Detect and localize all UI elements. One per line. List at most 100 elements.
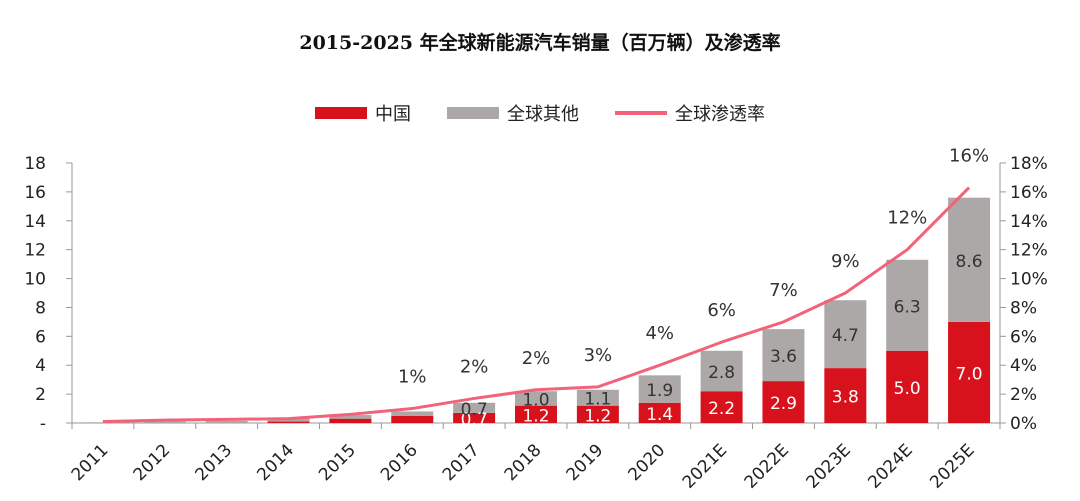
penetration-label: 3%	[584, 345, 613, 366]
x-tick-label: 2015	[315, 440, 360, 485]
bar-other-label: 1.0	[522, 390, 549, 410]
x-tick-label: 2012	[130, 440, 175, 485]
y-left-tick-label: 8	[35, 298, 46, 318]
bar-china	[267, 421, 310, 423]
bar-other	[205, 420, 248, 423]
bar-china	[824, 368, 867, 423]
bar-other	[576, 389, 619, 406]
bar-other	[391, 411, 434, 416]
bar-china	[453, 412, 496, 423]
x-tick-label: 2016	[377, 440, 422, 485]
bar-china-label: 2.2	[708, 399, 735, 419]
penetration-label: 7%	[769, 280, 798, 301]
bar-china-label: 1.2	[522, 406, 549, 426]
y-right-tick-label: 16%	[1010, 183, 1048, 203]
bar-china	[391, 415, 434, 423]
bar-china	[700, 391, 743, 423]
bar-other-label: 0.7	[461, 400, 488, 420]
bar-china-label: 5.0	[894, 379, 921, 399]
bar-china	[576, 405, 619, 423]
x-tick-label: 2020	[625, 440, 670, 485]
chart-title: 2015-2025 年全球新能源汽车销量（百万辆）及渗透率	[299, 32, 781, 54]
bar-china-label: 3.8	[832, 388, 859, 408]
bar-other-label: 1.1	[584, 390, 611, 410]
bar-other-label: 4.7	[832, 326, 859, 346]
bar-other	[143, 421, 186, 423]
legend-item-china: 中国	[315, 100, 411, 126]
y-left-tick-label: 10	[24, 270, 46, 290]
y-right-tick-label: 14%	[1010, 212, 1048, 232]
legend-label-china: 中国	[375, 104, 411, 125]
y-left-tick-label: -	[40, 414, 46, 434]
bar-other	[638, 375, 681, 403]
x-tick-label: 2025E	[926, 440, 978, 492]
bar-china	[329, 418, 372, 423]
bar-china	[948, 321, 991, 423]
penetration-line	[102, 186, 971, 424]
y-left-tick-label: 6	[35, 327, 46, 347]
legend-swatch-china	[315, 107, 367, 119]
penetration-label: 2%	[522, 348, 551, 369]
bar-china	[638, 402, 681, 423]
penetration-label: 1%	[398, 367, 427, 388]
bar-other	[700, 350, 743, 392]
bar-other	[824, 300, 867, 369]
bar-china	[886, 350, 929, 423]
bar-other-label: 2.8	[708, 363, 735, 383]
bar-other-label: 6.3	[894, 297, 921, 317]
y-right-tick-label: 4%	[1010, 356, 1037, 376]
y-right-tick-label: 6%	[1010, 327, 1037, 347]
y-right-tick-label: 10%	[1010, 270, 1048, 290]
bar-other	[81, 422, 124, 423]
penetration-label: 16%	[949, 146, 989, 167]
bar-china	[515, 405, 557, 423]
x-tick-label: 2017	[439, 440, 484, 485]
y-right-tick-label: 2%	[1010, 385, 1037, 405]
legend-label-penetration: 全球渗透率	[675, 104, 765, 125]
x-tick-label: 2011	[68, 440, 113, 485]
y-left-tick-label: 12	[24, 241, 46, 261]
y-left-tick-label: 2	[35, 385, 46, 405]
x-tick-label: 2024E	[864, 440, 916, 492]
legend-label-other: 全球其他	[507, 104, 579, 125]
legend-item-other: 全球其他	[447, 100, 579, 126]
bar-china-label: 2.9	[770, 394, 797, 414]
legend: 中国 全球其他 全球渗透率	[0, 100, 1080, 126]
bar-china-label: 1.4	[646, 405, 673, 425]
bar-other	[886, 259, 929, 351]
bar-china-label: 7.0	[956, 364, 983, 384]
x-tick-label: 2023E	[803, 440, 855, 492]
x-tick-label: 2022E	[741, 440, 793, 492]
bar-other-label: 8.6	[956, 252, 983, 272]
y-left-tick-label: 14	[24, 212, 46, 232]
y-right-tick-label: 18%	[1010, 154, 1048, 174]
y-right-tick-label: 12%	[1010, 241, 1048, 261]
bar-china	[762, 381, 805, 423]
y-left-tick-label: 16	[24, 183, 46, 203]
bar-other	[453, 402, 496, 413]
x-tick-label: 2019	[563, 440, 608, 485]
penetration-label: 12%	[887, 208, 927, 229]
bar-other	[515, 391, 557, 406]
bar-china-label: 1.2	[584, 406, 611, 426]
legend-item-penetration: 全球渗透率	[615, 100, 765, 126]
penetration-label: 6%	[707, 300, 736, 321]
bar-other-label: 1.9	[646, 381, 673, 401]
bar-other	[948, 197, 991, 322]
x-tick-label: 2021E	[679, 440, 731, 492]
penetration-label: 4%	[645, 323, 674, 344]
x-tick-label: 2013	[191, 440, 236, 485]
bar-china-label: 0.7	[461, 410, 488, 430]
y-right-tick-label: 8%	[1010, 298, 1037, 318]
legend-swatch-other	[447, 107, 499, 119]
y-right-tick-label: 0%	[1010, 414, 1037, 434]
bar-other	[762, 329, 805, 382]
legend-swatch-penetration	[615, 111, 667, 115]
penetration-label: 9%	[831, 251, 860, 272]
bar-other	[329, 415, 372, 419]
x-tick-label: 2018	[501, 440, 546, 485]
y-left-tick-label: 4	[35, 356, 46, 376]
penetration-label: 2%	[460, 356, 489, 377]
bar-other-label: 3.6	[770, 347, 797, 367]
